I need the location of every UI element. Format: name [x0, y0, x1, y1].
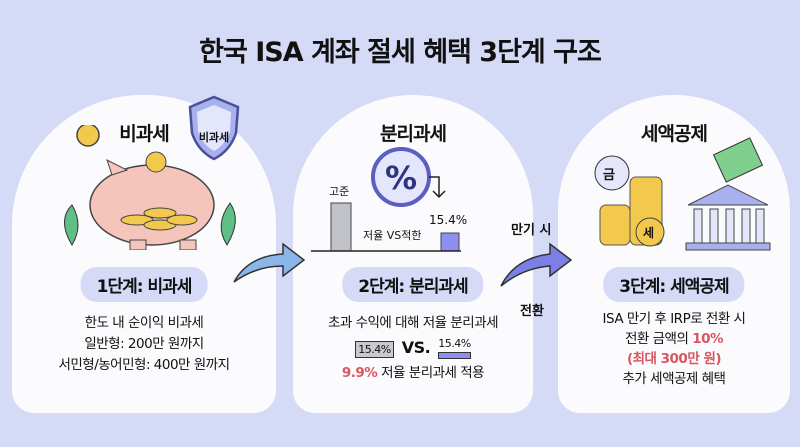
- stage-1-card: 비과세 비과세 1단계: 비과세 한도 내 순이익 비과세 일반형: 200만 …: [12, 95, 276, 413]
- text-line: 한도 내 순이익 비과세: [84, 315, 204, 331]
- stage-2-pill: 2단계: 분리과세: [342, 267, 484, 302]
- coin-label-2: 세: [643, 226, 655, 240]
- rate-box-right-label: 15.4%: [438, 337, 471, 350]
- stage-3-card: 세액공제 금 세 3단계: 세액공제 ISA 만기 후 IRP로 전환 시 전환…: [558, 95, 790, 413]
- reduced-rate: 9.9%: [341, 365, 378, 381]
- stage-3-description: ISA 만기 후 IRP로 전환 시 전환 금액의 10% (최대 300만 원…: [558, 309, 790, 389]
- credit-rate: 10%: [692, 331, 724, 347]
- text-line: ISA 만기 후 IRP로 전환 시: [602, 311, 746, 327]
- text-line: 초과 수익에 대해 저율 분리과세: [327, 315, 499, 331]
- shield-icon: [188, 95, 240, 161]
- stage-3-pill: 3단계: 세액공제: [603, 267, 745, 302]
- text-line: 서민형/농어민형: 400만 원까지: [58, 357, 230, 373]
- piggy-bank-icon: [64, 125, 236, 250]
- text-line: 저율 분리과세 적용: [381, 365, 485, 381]
- stage-1-heading: 비과세: [119, 123, 169, 145]
- rate-box-right: 15.4%: [438, 337, 471, 359]
- coin-label: 금: [603, 168, 615, 183]
- svg-text:%: %: [385, 159, 417, 197]
- arrow-right-icon: [500, 242, 573, 287]
- stage-2-heading: 분리과세: [380, 123, 447, 145]
- bar-label-low: 15.4%: [429, 213, 468, 227]
- vs-label: VS.: [401, 338, 431, 357]
- compare-label: 저율 VS적한: [363, 229, 422, 242]
- arrow-right-icon: [233, 242, 306, 283]
- stage-1-description: 한도 내 순이익 비과세 일반형: 200만 원까지 서민형/농어민형: 400…: [12, 313, 276, 376]
- coins-and-bank-icon: [594, 137, 771, 251]
- arrow-label-bottom: 전환: [520, 304, 544, 319]
- stage-3-heading: 세액공제: [641, 123, 708, 145]
- credit-cap: (최대 300만 원): [626, 351, 722, 367]
- text-line: 일반형: 200만 원까지: [84, 336, 204, 352]
- rate-box-left: 15.4%: [355, 341, 394, 358]
- shield-label: 비과세: [198, 131, 230, 144]
- tax-bar-chart: [311, 202, 461, 252]
- percent-icon: %: [371, 147, 446, 207]
- text-line: 추가 세액공제 혜택: [622, 371, 726, 387]
- page-title: 한국 ISA 계좌 절세 혜택 3단계 구조: [199, 37, 602, 68]
- stage-1-pill: 1단계: 비과세: [80, 267, 208, 302]
- text-line: 전환 금액의: [624, 331, 689, 347]
- stage-2-description: 초과 수익에 대해 저율 분리과세 15.4% VS. 15.4% 9.9% 저율 …: [293, 313, 533, 384]
- arrow-label-top: 만기 시: [511, 223, 552, 238]
- stage-2-card: 분리과세 % 고준 15.4% 저율 VS적한 2단계: 분리과세 초과 수익에…: [293, 95, 533, 413]
- bar-label-high: 고준: [329, 185, 350, 198]
